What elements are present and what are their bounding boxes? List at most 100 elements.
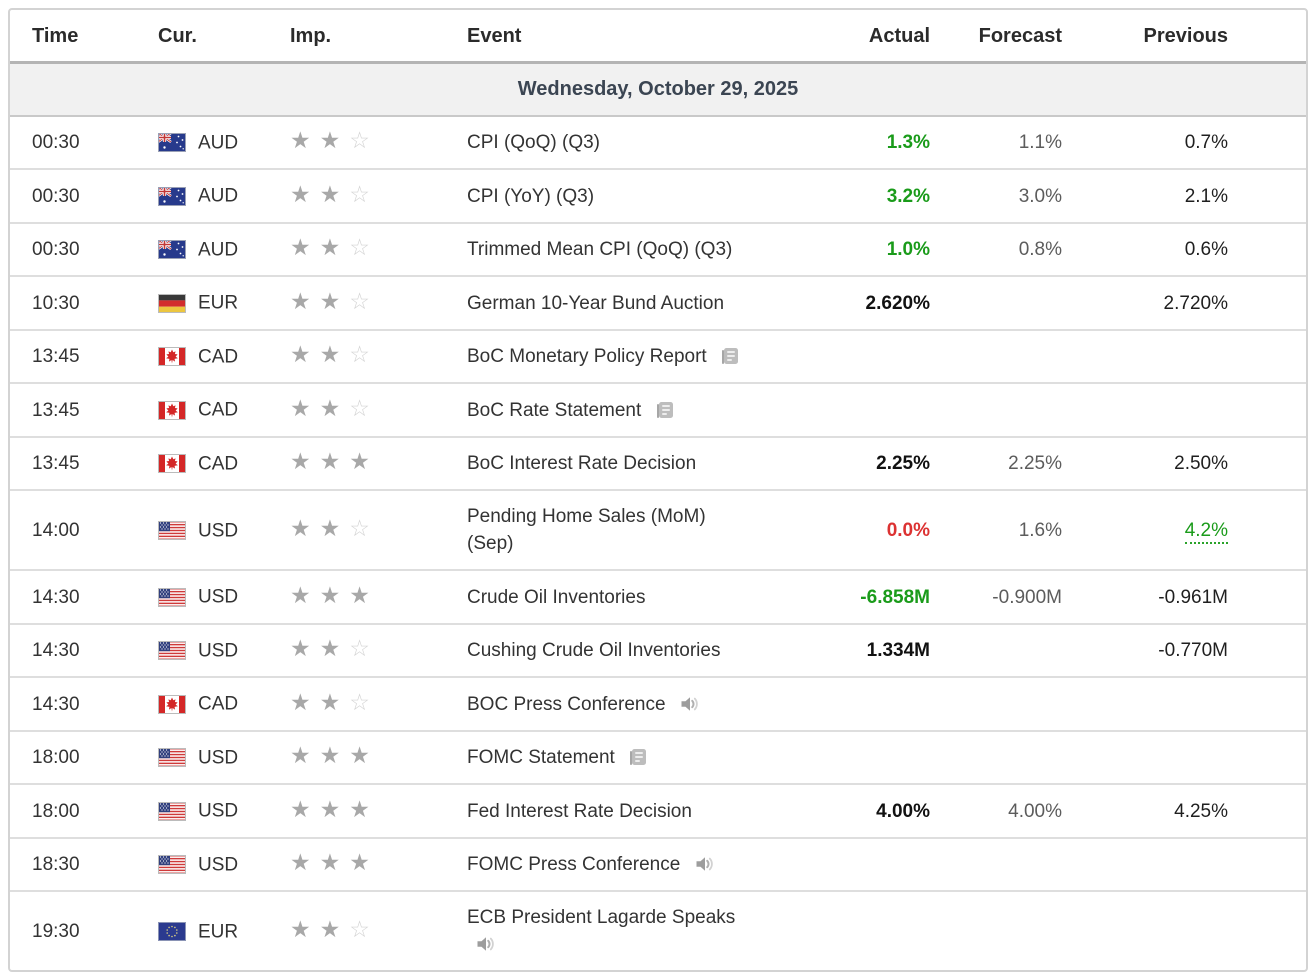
event-name[interactable]: German 10-Year Bund Auction bbox=[467, 292, 725, 314]
previous-value[interactable]: 4.2% bbox=[1184, 519, 1228, 544]
event-row[interactable]: 13:45 CAD ★ ★ ☆ BoC Rate Statement bbox=[10, 384, 1306, 438]
actual-value: 2.620% bbox=[834, 277, 930, 331]
forecast-value bbox=[930, 839, 1062, 893]
report-icon[interactable] bbox=[720, 346, 740, 366]
event-currency: CAD bbox=[140, 438, 270, 492]
importance-stars: ★ ★ ☆ bbox=[270, 625, 445, 679]
event-row[interactable]: 18:30 USD ★ ★ ★ FOMC Press Conference bbox=[10, 839, 1306, 893]
star-empty-icon: ☆ bbox=[349, 688, 370, 715]
star-empty-icon: ☆ bbox=[349, 180, 370, 207]
event-currency: USD bbox=[140, 732, 270, 786]
event-currency: AUD bbox=[140, 117, 270, 171]
previous-cell: 4.2% bbox=[1062, 491, 1306, 572]
star-filled-icon: ★ bbox=[290, 127, 311, 154]
event-row[interactable]: 14:00 USD ★ ★ ☆ Pending Home Sales (MoM) (… bbox=[10, 491, 1306, 572]
forecast-value: 2.25% bbox=[930, 438, 1062, 492]
star-filled-icon: ★ bbox=[290, 915, 311, 942]
event-cell: ECB President Lagarde Speaks bbox=[445, 892, 834, 970]
event-row[interactable]: 18:00 USD ★ ★ ★ Fed Interest Rate Decision… bbox=[10, 785, 1306, 839]
event-name[interactable]: FOMC Statement bbox=[467, 747, 615, 769]
previous-cell bbox=[1062, 384, 1306, 438]
star-filled-icon: ★ bbox=[319, 394, 341, 421]
star-filled-icon: ★ bbox=[319, 915, 341, 942]
forecast-value bbox=[930, 384, 1062, 438]
event-row[interactable]: 13:45 CAD ★ ★ ★ BoC Interest Rate Decision… bbox=[10, 438, 1306, 492]
event-row[interactable]: 14:30 USD ★ ★ ★ Crude Oil Inventories -6.8… bbox=[10, 571, 1306, 625]
column-header-time: Time bbox=[10, 10, 140, 64]
actual-value bbox=[834, 384, 930, 438]
previous-cell bbox=[1062, 331, 1306, 385]
event-row[interactable]: 18:00 USD ★ ★ ★ FOMC Statement bbox=[10, 732, 1306, 786]
star-filled-icon: ★ bbox=[349, 849, 370, 876]
star-filled-icon: ★ bbox=[290, 742, 311, 769]
actual-value: 4.00% bbox=[834, 785, 930, 839]
event-row[interactable]: 19:30 EUR ★ ★ ☆ ECB President Lagarde Spea… bbox=[10, 892, 1306, 970]
event-name[interactable]: FOMC Press Conference bbox=[467, 854, 681, 876]
event-name[interactable]: BoC Rate Statement bbox=[467, 399, 642, 421]
speaker-icon[interactable] bbox=[679, 694, 700, 714]
actual-value bbox=[834, 732, 930, 786]
actual-value bbox=[834, 331, 930, 385]
star-filled-icon: ★ bbox=[290, 635, 311, 662]
column-header-forecast: Forecast bbox=[930, 10, 1062, 64]
star-filled-icon: ★ bbox=[319, 795, 341, 822]
event-time: 14:30 bbox=[10, 678, 140, 732]
event-row[interactable]: 00:30 AUD ★ ★ ☆ CPI (QoQ) (Q3) 1.3% 1.1% 0… bbox=[10, 117, 1306, 171]
speaker-icon[interactable] bbox=[694, 854, 715, 874]
event-name[interactable]: Cushing Crude Oil Inventories bbox=[467, 640, 721, 662]
importance-stars: ★ ★ ☆ bbox=[270, 892, 445, 970]
event-name[interactable]: CPI (QoQ) (Q3) bbox=[467, 132, 601, 154]
currency-code: EUR bbox=[198, 921, 239, 943]
event-time: 00:30 bbox=[10, 224, 140, 278]
previous-cell: 4.25% bbox=[1062, 785, 1306, 839]
report-icon[interactable] bbox=[628, 747, 648, 767]
star-filled-icon: ★ bbox=[319, 341, 341, 368]
report-icon[interactable] bbox=[655, 400, 675, 420]
star-filled-icon: ★ bbox=[290, 287, 311, 314]
forecast-value: -0.900M bbox=[930, 571, 1062, 625]
star-empty-icon: ☆ bbox=[349, 394, 370, 421]
actual-value: 1.3% bbox=[834, 117, 930, 171]
star-filled-icon: ★ bbox=[319, 234, 341, 261]
event-row[interactable]: 14:30 USD ★ ★ ☆ Cushing Crude Oil Inventor… bbox=[10, 625, 1306, 679]
forecast-value: 3.0% bbox=[930, 170, 1062, 224]
event-row[interactable]: 00:30 AUD ★ ★ ☆ Trimmed Mean CPI (QoQ) (Q3… bbox=[10, 224, 1306, 278]
event-time: 00:30 bbox=[10, 170, 140, 224]
event-name[interactable]: Crude Oil Inventories bbox=[467, 586, 646, 608]
currency-code: EUR bbox=[198, 292, 239, 314]
event-name[interactable]: ECB President Lagarde Speaks bbox=[467, 907, 736, 929]
star-filled-icon: ★ bbox=[319, 448, 341, 475]
forecast-value bbox=[930, 678, 1062, 732]
event-row[interactable]: 00:30 AUD ★ ★ ☆ CPI (YoY) (Q3) 3.2% 3.0% 2… bbox=[10, 170, 1306, 224]
event-name[interactable]: Trimmed Mean CPI (QoQ) (Q3) bbox=[467, 239, 733, 261]
event-cell: Fed Interest Rate Decision bbox=[445, 785, 834, 839]
event-name[interactable]: Pending Home Sales (MoM) (Sep) bbox=[467, 506, 706, 555]
event-name[interactable]: BoC Interest Rate Decision bbox=[467, 453, 697, 475]
importance-stars: ★ ★ ☆ bbox=[270, 678, 445, 732]
currency-code: USD bbox=[198, 854, 239, 876]
event-row[interactable]: 10:30 EUR ★ ★ ☆ German 10-Year Bund Auctio… bbox=[10, 277, 1306, 331]
star-filled-icon: ★ bbox=[290, 688, 311, 715]
importance-stars: ★ ★ ☆ bbox=[270, 170, 445, 224]
event-time: 18:00 bbox=[10, 732, 140, 786]
star-filled-icon: ★ bbox=[290, 448, 311, 475]
speaker-icon[interactable] bbox=[475, 934, 496, 954]
event-name[interactable]: CPI (YoY) (Q3) bbox=[467, 185, 595, 207]
event-row[interactable]: 14:30 CAD ★ ★ ☆ BOC Press Conference bbox=[10, 678, 1306, 732]
canada-flag-icon bbox=[158, 454, 186, 474]
currency-code: CAD bbox=[198, 346, 239, 368]
actual-value: -6.858M bbox=[834, 571, 930, 625]
previous-value: 2.50% bbox=[1174, 453, 1228, 475]
star-filled-icon: ★ bbox=[319, 742, 341, 769]
event-name[interactable]: BoC Monetary Policy Report bbox=[467, 346, 707, 368]
event-time: 14:00 bbox=[10, 491, 140, 572]
previous-cell bbox=[1062, 892, 1306, 970]
importance-stars: ★ ★ ★ bbox=[270, 785, 445, 839]
event-name[interactable]: Fed Interest Rate Decision bbox=[467, 800, 692, 822]
star-empty-icon: ☆ bbox=[349, 341, 370, 368]
event-row[interactable]: 13:45 CAD ★ ★ ☆ BoC Monetary Policy Report bbox=[10, 331, 1306, 385]
forecast-value bbox=[930, 277, 1062, 331]
event-time: 00:30 bbox=[10, 117, 140, 171]
canada-flag-icon bbox=[158, 400, 186, 420]
event-name[interactable]: BOC Press Conference bbox=[467, 693, 666, 715]
